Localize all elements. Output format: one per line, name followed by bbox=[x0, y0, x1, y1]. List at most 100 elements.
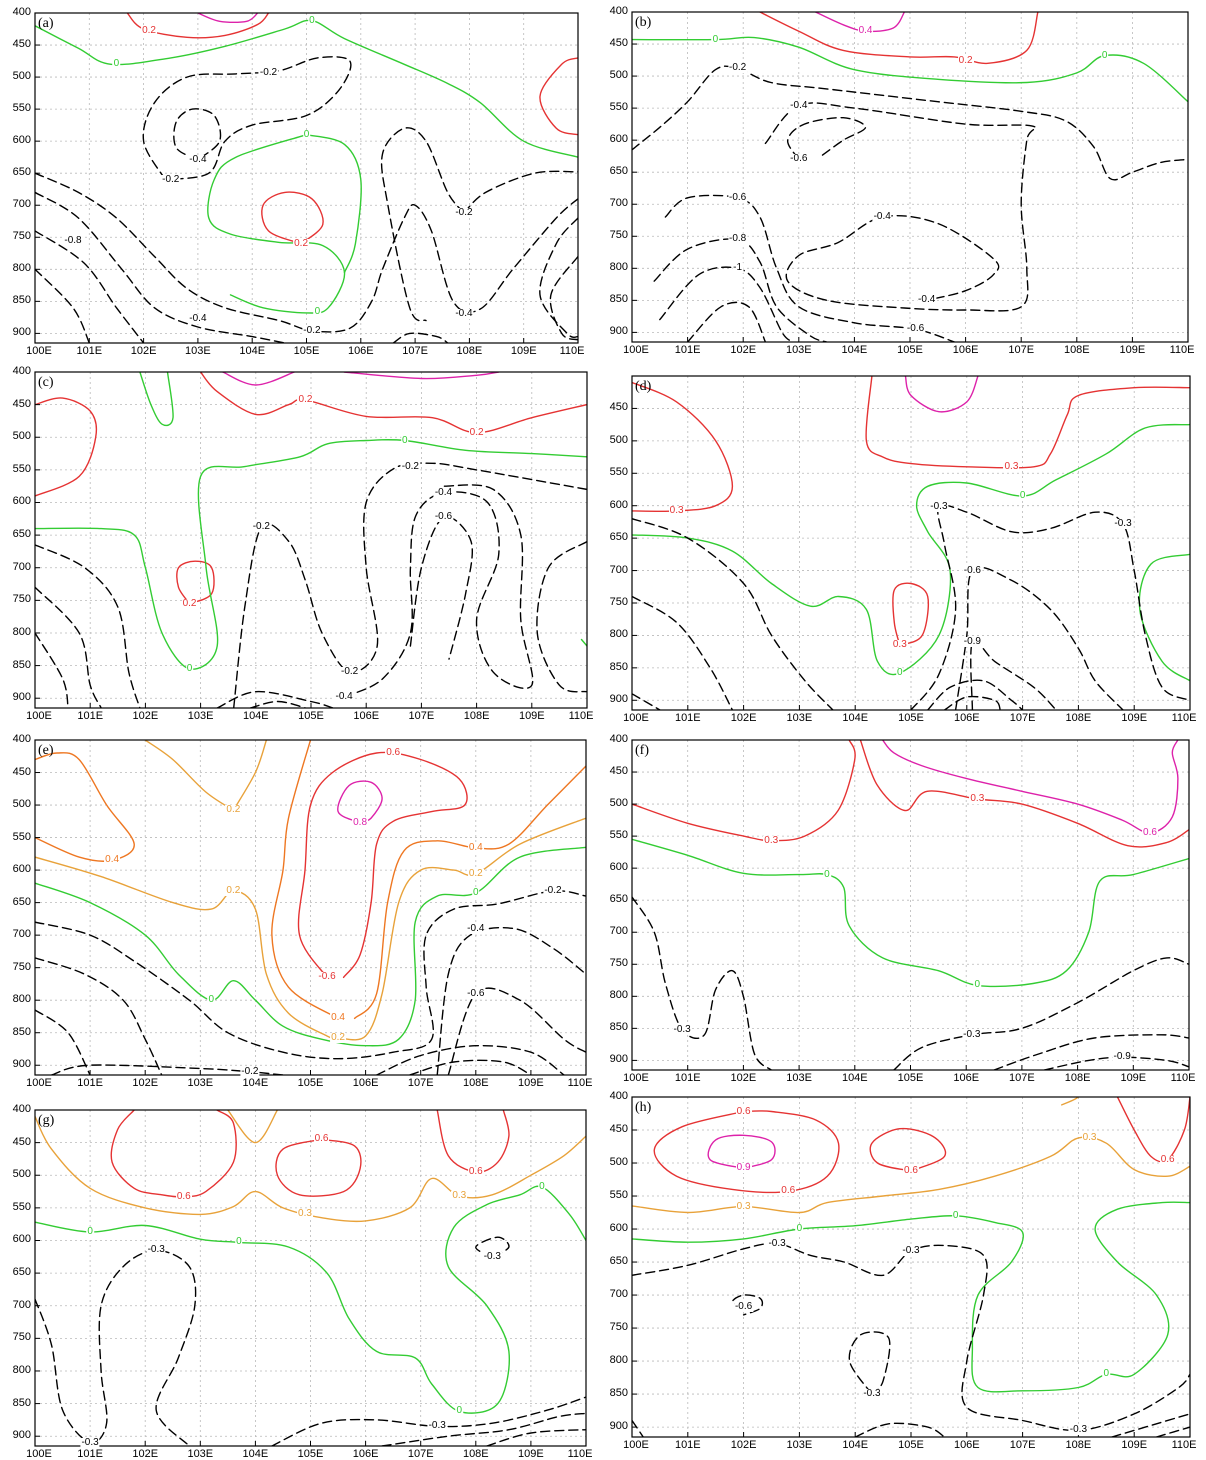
x-tick-label: 105E bbox=[897, 1072, 924, 1084]
contour-line bbox=[343, 484, 534, 698]
y-tick-label: 600 bbox=[12, 1233, 31, 1246]
x-tick-label: 100E bbox=[26, 1448, 52, 1460]
contour-label: 0 bbox=[207, 994, 216, 1006]
contour-line bbox=[380, 127, 465, 322]
contour-line bbox=[35, 632, 69, 708]
x-tick-label: 103E bbox=[187, 1448, 214, 1460]
x-tick-label: 110E bbox=[1171, 712, 1197, 724]
x-tick-label: 102E bbox=[130, 345, 157, 357]
y-tick-label: 800 bbox=[609, 628, 628, 641]
contour-line bbox=[869, 1127, 947, 1172]
x-tick-label: 101E bbox=[77, 710, 104, 722]
y-tick-label: 850 bbox=[12, 658, 31, 671]
y-tick-label: 500 bbox=[12, 70, 31, 83]
contour-line bbox=[539, 57, 578, 136]
contour-line bbox=[35, 752, 135, 862]
contour-line bbox=[463, 170, 578, 214]
contour-label: -0.3 bbox=[862, 1388, 882, 1400]
contour-line bbox=[632, 838, 1189, 988]
contour-line bbox=[970, 639, 1057, 710]
y-tick-label: 750 bbox=[12, 230, 31, 243]
x-tick-label: 107E bbox=[402, 345, 428, 357]
y-tick-label: 400 bbox=[12, 733, 31, 745]
x-tick-label: 107E bbox=[407, 1448, 434, 1460]
y-tick-label: 700 bbox=[12, 1298, 31, 1311]
x-tick-label: 103E bbox=[786, 1439, 813, 1451]
y-tick-label: 700 bbox=[609, 925, 628, 938]
contour-line bbox=[659, 266, 794, 342]
panel-e: 0.6 0.8 0.2 0.4 0.4 0.2 0.2 0 -0.2 -0.4 -0.6 -0.6 0 0… bbox=[13, 733, 593, 1089]
y-tick-label: 750 bbox=[609, 595, 628, 608]
y-tick-label: 650 bbox=[609, 893, 628, 906]
contour-label: -0.6 bbox=[433, 511, 454, 523]
contour-line bbox=[197, 13, 259, 24]
x-tick-label: 100E bbox=[623, 1072, 649, 1084]
y-tick-label: 900 bbox=[609, 1053, 628, 1066]
y-tick-label: 650 bbox=[12, 166, 31, 179]
y-tick-label: 550 bbox=[12, 830, 31, 843]
x-tick-label: 108E bbox=[1064, 1072, 1091, 1084]
y-tick-label: 400 bbox=[12, 1103, 31, 1115]
y-tick-label: 700 bbox=[12, 560, 31, 573]
contour-label: 0 bbox=[86, 1226, 94, 1237]
contour-line bbox=[882, 740, 1179, 834]
contour-label: -0.2 bbox=[728, 62, 748, 74]
contour-label: 0.3 bbox=[763, 834, 780, 846]
x-tick-label: 107E bbox=[1009, 1072, 1035, 1084]
x-tick-label: 109E bbox=[1121, 712, 1148, 724]
y-tick-label: 850 bbox=[12, 1396, 31, 1409]
contour-label: 0 bbox=[455, 1405, 464, 1417]
plot-area-d bbox=[631, 375, 1191, 711]
contour-label: -0.4 bbox=[454, 307, 474, 319]
y-tick-label: 600 bbox=[12, 495, 31, 508]
contour-label: -0.2 bbox=[251, 521, 271, 533]
contour-line bbox=[632, 423, 1190, 676]
x-tick-label: 107E bbox=[1009, 712, 1036, 724]
x-tick-label: 110E bbox=[567, 1448, 593, 1460]
contour-label: -0.2 bbox=[454, 206, 474, 218]
x-tick-label: 109E bbox=[1120, 1072, 1147, 1084]
contour-label: -0.4 bbox=[789, 99, 809, 111]
panel-label: (g) bbox=[38, 1113, 55, 1128]
y-tick-label: 900 bbox=[12, 1429, 31, 1442]
y-tick-label: 750 bbox=[609, 1321, 628, 1334]
contour-line bbox=[536, 540, 587, 693]
contour-line bbox=[927, 679, 1024, 710]
y-tick-label: 600 bbox=[609, 1222, 628, 1235]
contour-label: 0.2 bbox=[225, 884, 242, 896]
x-tick-label: 109E bbox=[510, 345, 537, 357]
contour-label: 0 bbox=[538, 1180, 546, 1192]
x-tick-label: 100E bbox=[26, 345, 52, 357]
x-tick-label: 109E bbox=[518, 710, 545, 722]
contour-label: 0.6 bbox=[1142, 826, 1158, 838]
x-tick-label: 100E bbox=[623, 344, 649, 356]
contour-label: 0.3 bbox=[668, 504, 685, 516]
contour-label: -0.4 bbox=[433, 486, 454, 498]
x-tick-label: 101E bbox=[76, 345, 103, 357]
contour-line bbox=[249, 700, 307, 708]
contour-label: 0 bbox=[951, 1209, 960, 1221]
y-tick-label: 750 bbox=[609, 957, 628, 970]
contour-line bbox=[436, 926, 586, 1075]
contour-line bbox=[275, 1138, 362, 1197]
y-tick-label: 800 bbox=[12, 625, 31, 638]
y-tick-label: 800 bbox=[12, 1363, 31, 1376]
x-tick-label: 108E bbox=[463, 710, 490, 722]
contour-line bbox=[381, 1412, 586, 1446]
y-tick-label: 550 bbox=[12, 462, 31, 475]
x-tick-label: 109E bbox=[1121, 1439, 1148, 1451]
contour-line bbox=[1116, 1097, 1190, 1163]
contour-line bbox=[653, 1110, 840, 1194]
x-tick-label: 103E bbox=[785, 344, 812, 356]
contour-label: 0 bbox=[1018, 489, 1027, 501]
plot-area-a bbox=[34, 12, 579, 344]
contour-line bbox=[35, 268, 90, 343]
y-tick-label: 800 bbox=[609, 1354, 628, 1367]
x-tick-label: 105E bbox=[297, 1448, 324, 1460]
contour-line bbox=[271, 740, 339, 1020]
y-tick-label: 500 bbox=[12, 1168, 31, 1181]
y-tick-label: 400 bbox=[12, 365, 31, 377]
y-tick-label: 700 bbox=[12, 928, 31, 941]
panel-label: (d) bbox=[635, 379, 652, 394]
contour-line bbox=[409, 1059, 532, 1075]
